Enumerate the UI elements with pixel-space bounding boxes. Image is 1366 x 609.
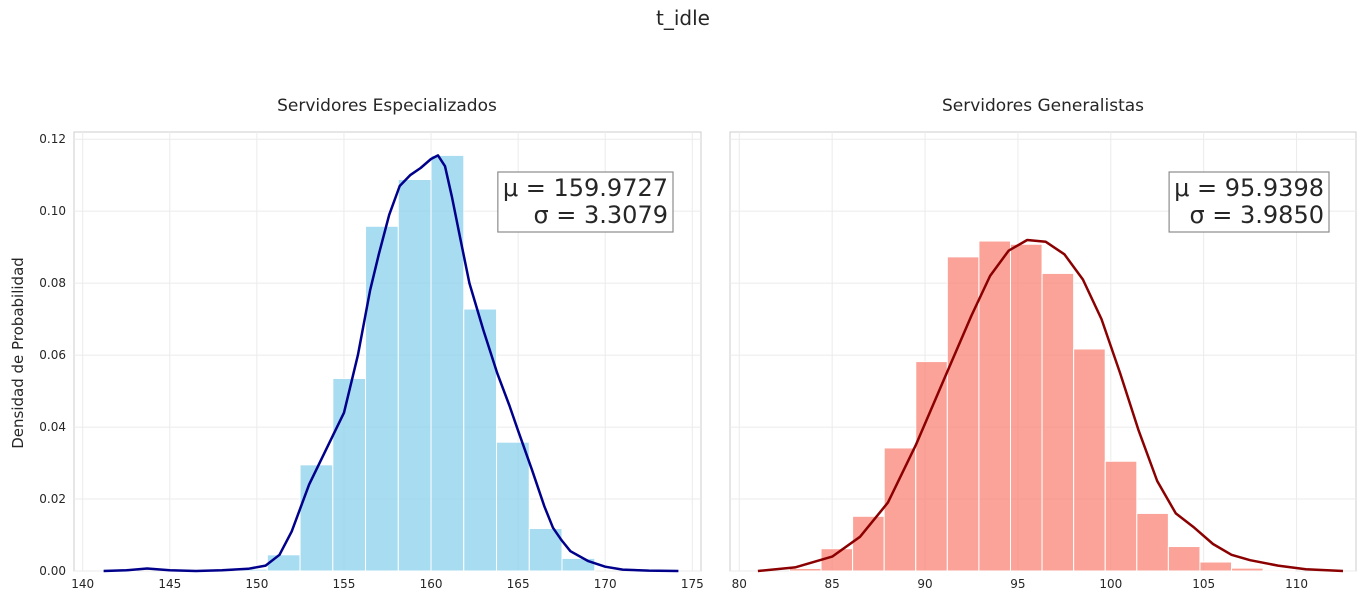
stats-box bbox=[497, 171, 674, 233]
y-tick-label: 0.06 bbox=[39, 348, 66, 362]
y-tick-label: 0.12 bbox=[39, 132, 66, 146]
histogram-bar bbox=[496, 441, 530, 572]
chart-title-specialized: Servidores Especializados bbox=[277, 96, 497, 116]
x-tick-label: 90 bbox=[917, 577, 932, 591]
kde-curve bbox=[103, 154, 679, 573]
histogram-bar bbox=[1073, 348, 1106, 572]
y-tick-label: 0.04 bbox=[39, 420, 66, 434]
histogram-bar bbox=[915, 361, 948, 572]
histogram-bar bbox=[1199, 561, 1233, 572]
histogram-bar bbox=[852, 515, 885, 572]
histogram-bar bbox=[1009, 243, 1043, 572]
histogram-bar bbox=[1231, 567, 1264, 572]
y-tick-label: 0.10 bbox=[39, 204, 66, 218]
histogram-bar bbox=[397, 178, 432, 572]
x-tick-label: 170 bbox=[594, 577, 617, 591]
histogram-bar bbox=[883, 447, 917, 572]
chart-specialized-servers: 140 145 150 155 160 165 170 175 0.00 0.02 0.04 0.06… bbox=[39, 96, 703, 591]
x-tick-label: 160 bbox=[420, 577, 443, 591]
stats-mean: μ = 159.9727 bbox=[503, 174, 668, 202]
histogram-bar bbox=[1262, 569, 1296, 572]
kde-curve bbox=[757, 238, 1344, 573]
histogram-bar bbox=[528, 528, 563, 572]
y-tick-label: 0.00 bbox=[39, 564, 66, 578]
x-tick-label: 80 bbox=[732, 577, 747, 591]
histogram-bar bbox=[299, 464, 334, 572]
histogram-bar bbox=[463, 308, 498, 572]
figure-title: t_idle bbox=[656, 6, 710, 30]
stats-std: σ = 3.9850 bbox=[1189, 201, 1324, 229]
x-tick-label: 105 bbox=[1192, 577, 1215, 591]
stats-mean: μ = 95.9398 bbox=[1174, 174, 1324, 202]
x-tick-label: 145 bbox=[158, 577, 181, 591]
histogram-bar bbox=[788, 567, 822, 572]
histogram-bar bbox=[1136, 512, 1169, 572]
y-tick-label: 0.08 bbox=[39, 276, 66, 290]
histogram-bar bbox=[365, 225, 399, 572]
chart-title-generalist: Servidores Generalistas bbox=[942, 96, 1144, 116]
histogram-bar bbox=[430, 154, 465, 572]
x-tick-label: 100 bbox=[1099, 577, 1122, 591]
stats-box bbox=[1168, 171, 1330, 233]
y-axis-label: Densidad de Probabilidad bbox=[9, 257, 27, 449]
x-tick-label: 150 bbox=[245, 577, 268, 591]
stats-std: σ = 3.3079 bbox=[533, 201, 668, 229]
x-tick-label: 95 bbox=[1010, 577, 1025, 591]
histogram-bar bbox=[266, 554, 301, 572]
y-tick-label: 0.02 bbox=[39, 492, 66, 506]
histogram-bar bbox=[946, 256, 980, 572]
x-tick-label: 165 bbox=[507, 577, 530, 591]
x-tick-label: 85 bbox=[825, 577, 840, 591]
x-tick-label: 140 bbox=[71, 577, 94, 591]
histogram-bar bbox=[1104, 460, 1138, 572]
x-tick-label: 175 bbox=[681, 577, 704, 591]
x-tick-label: 110 bbox=[1285, 577, 1308, 591]
histogram-bar bbox=[1041, 272, 1075, 572]
histogram-bar bbox=[332, 377, 367, 572]
histogram-bar bbox=[1167, 546, 1201, 572]
x-tick-label: 155 bbox=[333, 577, 356, 591]
